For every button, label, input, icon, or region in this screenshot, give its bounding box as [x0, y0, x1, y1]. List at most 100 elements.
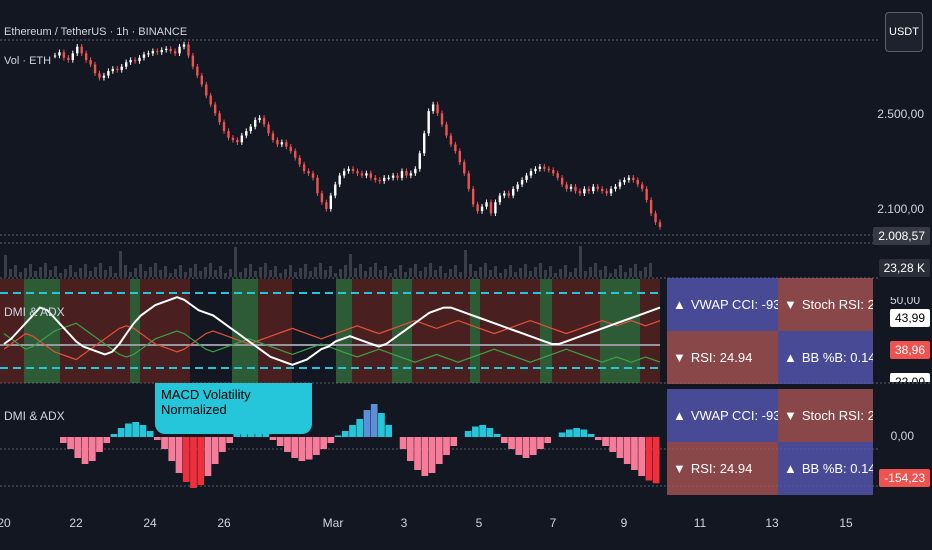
candle-body	[507, 193, 510, 196]
macd-bar	[204, 437, 212, 476]
candle-body	[205, 84, 208, 96]
macd-bar	[74, 437, 82, 458]
currency-button[interactable]: USDT	[885, 12, 923, 52]
candle-body	[378, 180, 381, 182]
macd-bar	[450, 437, 458, 446]
volume-bar	[54, 266, 57, 277]
candle-body	[102, 75, 106, 78]
volume-bar	[274, 266, 277, 277]
volume-bar	[214, 270, 217, 277]
volume-bar	[104, 270, 107, 277]
volume-bar	[349, 254, 352, 277]
candle-body	[62, 52, 66, 58]
volume-bar	[484, 263, 487, 277]
volume-bar	[69, 265, 72, 277]
candle-body	[587, 188, 591, 192]
macd-bar	[515, 437, 523, 455]
dmi-zone	[392, 279, 412, 383]
candle-body	[325, 202, 328, 209]
volume-bar	[584, 271, 587, 277]
volume-bar	[609, 273, 612, 277]
x-tick-label: 9	[621, 516, 628, 530]
volume-bar	[354, 268, 357, 277]
candle-body	[547, 168, 550, 170]
macd-bar	[363, 410, 371, 437]
volume-label: Vol · ETH	[4, 55, 52, 67]
macd-bar	[529, 437, 537, 455]
volume-bar	[644, 267, 647, 277]
table-cell-text: RSI: 24.94	[690, 461, 753, 476]
macd-bar	[406, 437, 414, 461]
volume-bar	[149, 267, 152, 277]
volume-bar	[9, 269, 12, 277]
candle-body	[200, 75, 204, 85]
table-cell-text: BB %B: 0.14	[801, 350, 873, 365]
candle-body	[236, 140, 239, 143]
candle-body	[169, 48, 172, 52]
volume-bar	[284, 269, 287, 277]
candle-body	[658, 222, 662, 227]
macd-bar	[125, 423, 132, 437]
volume-bar	[89, 271, 92, 277]
volume-bar	[259, 267, 262, 277]
candle-body	[538, 166, 542, 169]
candle-body	[503, 193, 506, 196]
volume-bar	[394, 269, 397, 277]
dmi-white-value: 43,99	[889, 309, 930, 327]
macd-bar	[298, 437, 306, 461]
dmi-axis-bottom: 22,00	[889, 373, 930, 382]
macd-bar	[276, 437, 284, 446]
candle-body	[147, 53, 150, 55]
table-cell: ▲ BB %B: 0.14	[778, 331, 873, 384]
candle-body	[133, 60, 137, 62]
macd-bar	[587, 434, 595, 437]
arrow-up-icon: ▲	[673, 297, 686, 312]
macd-bar	[500, 437, 508, 443]
candle-body	[578, 191, 582, 194]
dmi-zone	[140, 279, 190, 383]
macd-bar	[479, 425, 487, 437]
macd-bar	[153, 437, 161, 440]
x-tick-label: 7	[550, 516, 557, 530]
macd-bar	[305, 437, 313, 460]
candle-body	[400, 171, 404, 178]
volume-bar	[524, 264, 527, 277]
volume-bar	[324, 270, 327, 277]
volume-bar	[244, 268, 247, 277]
macd-bar	[240, 431, 248, 437]
candle-body	[356, 171, 359, 174]
volume-bar	[499, 273, 502, 277]
volume-bar	[114, 273, 117, 277]
macd-bar	[255, 431, 262, 437]
candle-body	[267, 124, 270, 134]
candle-body	[449, 135, 453, 145]
volume-bar	[494, 266, 497, 277]
x-tick-label: 3	[401, 516, 408, 530]
candle-body	[387, 177, 390, 179]
macd-bar	[349, 425, 356, 437]
volume-bar	[639, 271, 642, 277]
candle-body	[71, 53, 74, 60]
candle-body	[294, 151, 297, 158]
price-tick-2100: 2.100,00	[877, 202, 924, 216]
volume-bar	[344, 265, 347, 277]
dmi-axis-bottom-clip: 22,00	[889, 373, 930, 382]
candle-body	[84, 53, 88, 60]
macd-tooltip: MACD Volatility Normalized	[155, 383, 312, 434]
candle-body	[423, 133, 426, 154]
volume-bar	[179, 265, 182, 277]
arrow-down-icon: ▼	[673, 350, 686, 365]
x-tick-label: 11	[694, 516, 707, 530]
candle-body	[218, 113, 221, 123]
macd-bar	[522, 437, 530, 458]
candle-body	[285, 142, 288, 147]
macd-bar	[284, 437, 291, 452]
macd-bar	[341, 431, 349, 437]
candle-body	[431, 104, 435, 112]
volume-bar	[389, 273, 392, 277]
candle-body	[458, 151, 462, 163]
candle-body	[311, 173, 315, 178]
macd-bar	[486, 428, 494, 437]
candle-body	[609, 188, 613, 194]
indicator-table-bottom: ▲ VWAP CCI: -93.19 ▼ Stoch RSI: 22.82 ▼ RSI: …	[667, 389, 873, 495]
